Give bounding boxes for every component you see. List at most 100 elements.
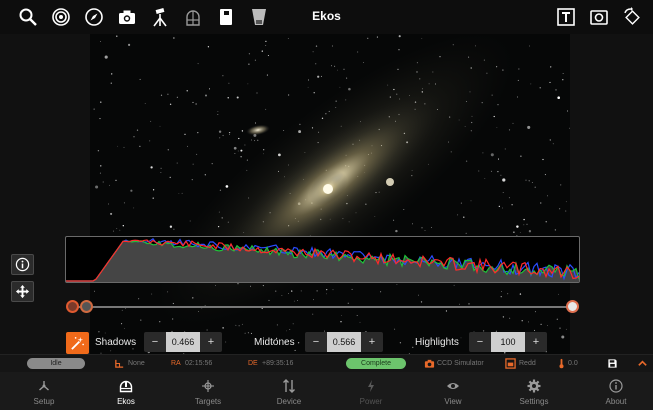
- nav-item-about[interactable]: About: [576, 372, 653, 410]
- star: [517, 79, 519, 81]
- star: [235, 324, 237, 326]
- star: [421, 38, 423, 39]
- star: [229, 134, 230, 135]
- star: [523, 218, 525, 221]
- star: [256, 92, 258, 94]
- chevron-up-icon[interactable]: [637, 358, 648, 369]
- telescope-icon[interactable]: [149, 6, 171, 28]
- nav-item-device[interactable]: Device: [249, 372, 329, 410]
- star: [109, 184, 110, 186]
- nav-label-setup: Setup: [33, 397, 55, 406]
- midtones-value[interactable]: 0.566: [327, 332, 361, 352]
- flashlight-icon[interactable]: [248, 6, 270, 28]
- camera-icon[interactable]: [116, 6, 138, 28]
- star: [463, 216, 465, 218]
- star: [498, 205, 500, 208]
- star: [525, 179, 527, 181]
- star: [139, 145, 141, 147]
- nav-item-power[interactable]: Power: [331, 372, 411, 410]
- star: [128, 43, 131, 46]
- star: [357, 51, 359, 53]
- star: [167, 149, 169, 151]
- star: [351, 288, 353, 290]
- star: [247, 332, 249, 334]
- nav-item-settings[interactable]: Settings: [494, 372, 574, 410]
- star: [265, 45, 267, 46]
- star: [234, 153, 236, 154]
- text-overlay-icon[interactable]: [555, 6, 577, 28]
- compass-icon[interactable]: [83, 6, 105, 28]
- star: [457, 214, 459, 216]
- shadows-increment-button[interactable]: +: [207, 336, 215, 348]
- save-icon[interactable]: [607, 358, 618, 369]
- nav-item-targets[interactable]: Targets: [168, 372, 248, 410]
- star: [292, 323, 294, 325]
- highlights-value[interactable]: 100: [491, 332, 525, 352]
- shadows-decrement-button[interactable]: −: [151, 336, 159, 348]
- star: [316, 290, 318, 292]
- star: [288, 293, 289, 294]
- star: [526, 223, 528, 225]
- dome-icon[interactable]: [182, 6, 204, 28]
- highlights-decrement-button[interactable]: −: [476, 336, 484, 348]
- star: [244, 332, 246, 334]
- star: [132, 348, 134, 350]
- star: [424, 230, 426, 231]
- stretch-range-track[interactable]: [73, 306, 573, 308]
- star: [567, 110, 569, 112]
- star: [334, 65, 336, 67]
- star: [113, 230, 114, 232]
- star: [504, 148, 506, 150]
- star: [183, 353, 185, 354]
- shadows-handle[interactable]: [66, 300, 79, 313]
- star: [512, 122, 514, 124]
- shadows-label: Shadows: [95, 337, 137, 348]
- move-button[interactable]: [11, 281, 34, 302]
- star: [138, 298, 140, 300]
- star: [121, 323, 123, 325]
- star: [457, 339, 459, 340]
- midtones-decrement-button[interactable]: −: [312, 336, 320, 348]
- de-label: DE: [248, 360, 258, 367]
- star: [152, 189, 155, 191]
- star: [254, 59, 256, 61]
- star: [315, 63, 317, 65]
- info-button[interactable]: [11, 254, 34, 275]
- star: [332, 289, 334, 291]
- star: [482, 152, 484, 154]
- nav-item-setup[interactable]: Setup: [4, 372, 84, 410]
- auto-stretch-button[interactable]: [66, 332, 89, 354]
- star: [173, 228, 175, 230]
- snapshot-icon[interactable]: [588, 6, 610, 28]
- highlights-increment-button[interactable]: +: [532, 336, 540, 348]
- star: [116, 35, 118, 37]
- target-icon[interactable]: [50, 6, 72, 28]
- sky-image[interactable]: [90, 34, 570, 354]
- star: [465, 232, 467, 234]
- star: [184, 133, 186, 135]
- star: [520, 155, 522, 157]
- shadows-value[interactable]: 0.466: [166, 332, 200, 352]
- mount-target-icon: [115, 359, 124, 368]
- rotate-icon[interactable]: [621, 6, 643, 28]
- star: [261, 307, 263, 310]
- star: [250, 332, 252, 334]
- star: [133, 207, 135, 209]
- search-icon[interactable]: [17, 6, 39, 28]
- midtones-handle[interactable]: [80, 300, 93, 313]
- star: [225, 341, 227, 343]
- star: [565, 328, 567, 330]
- star: [468, 303, 470, 305]
- midtones-increment-button[interactable]: +: [368, 336, 376, 348]
- star: [266, 74, 268, 76]
- nav-item-view[interactable]: View: [413, 372, 493, 410]
- star: [504, 352, 506, 354]
- star: [297, 300, 298, 302]
- star: [98, 331, 100, 333]
- star: [376, 36, 378, 38]
- notebook-icon[interactable]: [215, 6, 237, 28]
- star: [238, 137, 240, 140]
- star: [562, 73, 564, 74]
- highlights-handle[interactable]: [566, 300, 579, 313]
- nav-item-ekos[interactable]: Ekos: [86, 372, 166, 410]
